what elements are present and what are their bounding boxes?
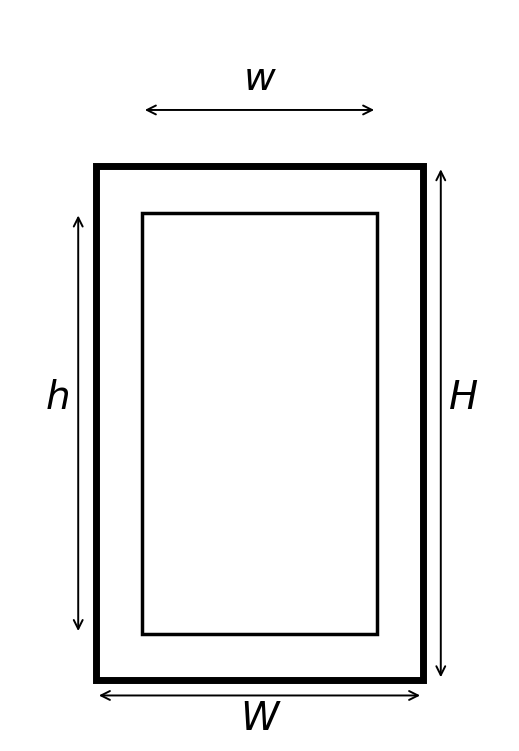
Text: w: w: [243, 60, 276, 98]
Bar: [96, 167, 423, 680]
Text: h: h: [46, 379, 70, 417]
Text: H: H: [449, 379, 479, 417]
Bar: [142, 213, 377, 634]
Text: W: W: [240, 700, 279, 737]
